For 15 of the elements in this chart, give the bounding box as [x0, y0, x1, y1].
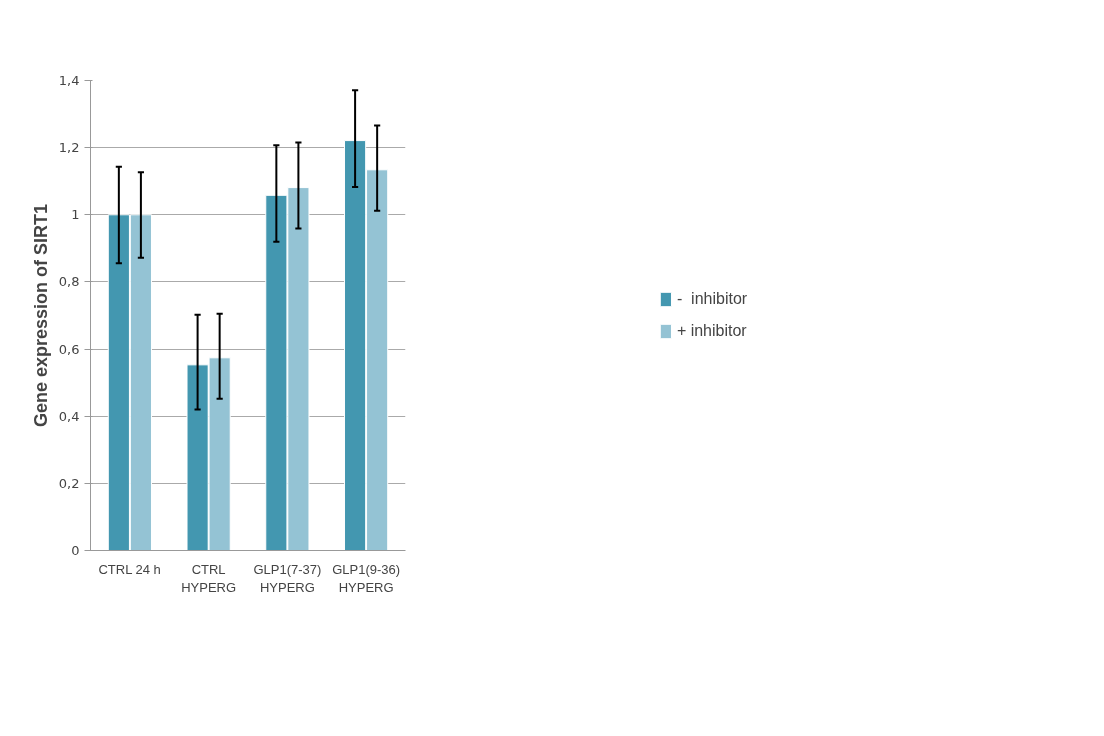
x-tick-label: CTRL HYPERG — [181, 561, 237, 595]
y-tick-label: 1,4 — [58, 73, 80, 88]
y-tick-label: 1,2 — [58, 140, 80, 156]
legend-label: - inhibitor — [676, 290, 748, 308]
y-tick-label: 0,2 — [58, 475, 80, 491]
y-tick-label: 0,4 — [58, 408, 80, 424]
x-tick-label: GLP1(9-36) HYPERG — [332, 561, 401, 595]
legend-label: + inhibitor — [676, 322, 747, 340]
y-axis-title: Gene expression of SIRT1 — [30, 203, 51, 428]
y-tick-label: 0 — [71, 543, 80, 558]
y-tick-label: 0,8 — [58, 274, 80, 290]
x-tick-label: CTRL 24 h — [98, 561, 161, 577]
y-tick-label: 0,6 — [58, 341, 80, 357]
x-tick-label: GLP1(7-37) HYPERG — [253, 561, 322, 595]
y-tick-label: 1 — [71, 207, 80, 223]
